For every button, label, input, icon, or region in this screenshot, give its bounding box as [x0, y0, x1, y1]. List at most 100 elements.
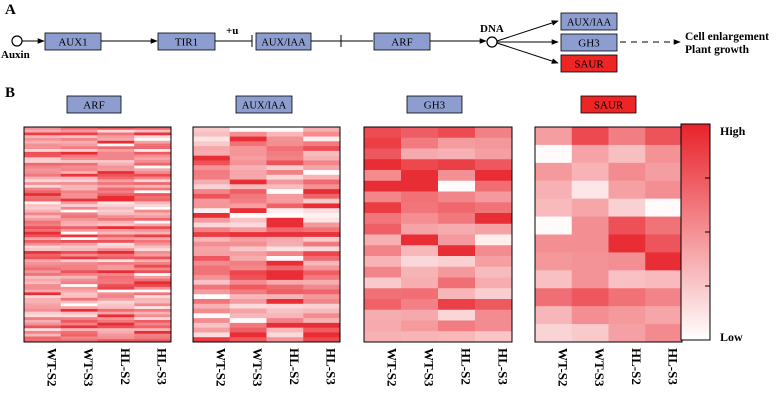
heatmap-cell	[266, 141, 304, 147]
heatmap-cell	[608, 127, 646, 146]
heatmap-cell	[303, 236, 341, 243]
heatmap-cell	[303, 303, 341, 309]
heatmap-cell	[97, 154, 135, 158]
heatmap-cell	[60, 132, 98, 136]
heatmap-cell	[24, 295, 62, 299]
heatmap-cell	[193, 270, 231, 276]
heatmap-cell	[229, 203, 267, 209]
heatmap-cell	[303, 208, 341, 214]
heatmap-cell	[134, 129, 172, 133]
heatmap-cell	[134, 204, 172, 208]
heatmap-cell	[134, 173, 172, 178]
heatmap-cell	[60, 275, 98, 280]
heatmap-cell	[401, 148, 439, 160]
heatmap-cell	[266, 193, 304, 200]
heatmap-cell	[60, 248, 98, 252]
heatmap-cell	[303, 179, 341, 185]
heatmap-cell	[24, 303, 62, 307]
heatmap-cell	[401, 202, 439, 214]
heatmap-cell	[24, 217, 62, 222]
heatmap-cell	[266, 270, 304, 276]
heatmap-cell	[97, 256, 135, 260]
heatmap-cell	[266, 289, 304, 295]
heatmap-cell	[364, 320, 402, 332]
heatmap-cell	[303, 189, 341, 195]
heatmap-cell	[60, 237, 98, 241]
heatmap-cell	[608, 324, 646, 343]
heatmap-cell	[193, 127, 231, 133]
heatmap-cell	[97, 176, 135, 180]
sample-label: HL-S3	[324, 348, 339, 385]
heatmap-cell	[134, 176, 172, 180]
heatmap-cell	[97, 273, 135, 277]
heatmap-cell	[24, 237, 62, 241]
heatmap-cell	[193, 299, 231, 305]
heatmap-cell	[535, 144, 573, 164]
heatmap-cell	[134, 209, 172, 213]
heatmap-cell	[134, 171, 172, 175]
heatmap-cell	[24, 292, 62, 296]
heatmap-cell	[535, 162, 573, 182]
heatmap-cell	[364, 170, 402, 182]
heatmap-cell	[645, 127, 683, 146]
heatmap-cell	[134, 240, 172, 244]
heatmap-cell	[60, 198, 98, 202]
heatmap-cell	[266, 179, 304, 185]
sample-label: HL-S3	[666, 348, 681, 385]
heatmap-cell	[229, 217, 267, 223]
heatmap-cell	[60, 300, 98, 304]
heatmap-cell	[571, 144, 609, 164]
heatmap-cell	[229, 136, 267, 142]
heatmap-cell	[535, 180, 573, 200]
heatmap-cell	[193, 327, 231, 333]
heatmap-cell	[303, 246, 341, 252]
heatmap-cell	[438, 234, 476, 246]
heatmap-cell	[134, 146, 172, 150]
heatmap-cell	[229, 208, 267, 214]
heatmap-cell	[97, 322, 135, 326]
heatmap-cell	[24, 146, 62, 150]
heatmap-cell	[438, 331, 476, 343]
heatmap-cell	[229, 131, 267, 137]
heatmap-cell	[266, 241, 304, 247]
heatmap-cell	[97, 198, 135, 202]
heatmap-cell	[608, 144, 646, 164]
heatmap-cell	[134, 179, 172, 183]
heatmap-cell	[438, 223, 476, 235]
heatmap-cell	[134, 138, 172, 142]
heatmap-cell	[571, 162, 609, 182]
heatmap-cell	[97, 231, 135, 235]
heatmap-cell	[24, 267, 62, 271]
heatmap-cell	[438, 277, 476, 289]
heatmap-cell	[193, 184, 231, 190]
heatmap-cell	[134, 297, 172, 302]
heatmap-cell	[24, 138, 62, 142]
heatmap-cell	[97, 187, 135, 191]
heatmap-cell	[60, 317, 98, 321]
heatmap-cell	[134, 251, 172, 255]
heatmap-cell	[303, 146, 341, 152]
heatmap-cell	[193, 208, 231, 214]
heatmap-cell	[193, 303, 231, 309]
heatmap-cell	[535, 252, 573, 271]
heatmap-cell	[229, 184, 267, 190]
heatmap-cell	[97, 215, 135, 219]
heatmap-cell	[364, 127, 402, 139]
heatmap-cell	[60, 242, 98, 246]
heatmap-cell	[60, 173, 98, 178]
heatmap-cell	[24, 256, 62, 260]
heatmap-title-arf: ARF	[83, 100, 104, 112]
sample-label: HL-S3	[155, 348, 170, 385]
heatmap-cell	[24, 173, 62, 178]
heatmap-cell	[60, 281, 98, 285]
sample-label: HL-S2	[287, 348, 302, 385]
heatmap-cell	[24, 190, 62, 194]
heatmap-cell	[60, 154, 98, 158]
heatmap-cell	[193, 337, 231, 343]
target-auxiaa-node	[560, 12, 618, 31]
panel-a-label: A	[5, 2, 16, 18]
heatmap-cell	[60, 215, 98, 219]
heatmap-cell	[193, 141, 231, 147]
sample-label: HL-S2	[629, 348, 644, 385]
heatmap-cell	[24, 140, 62, 144]
